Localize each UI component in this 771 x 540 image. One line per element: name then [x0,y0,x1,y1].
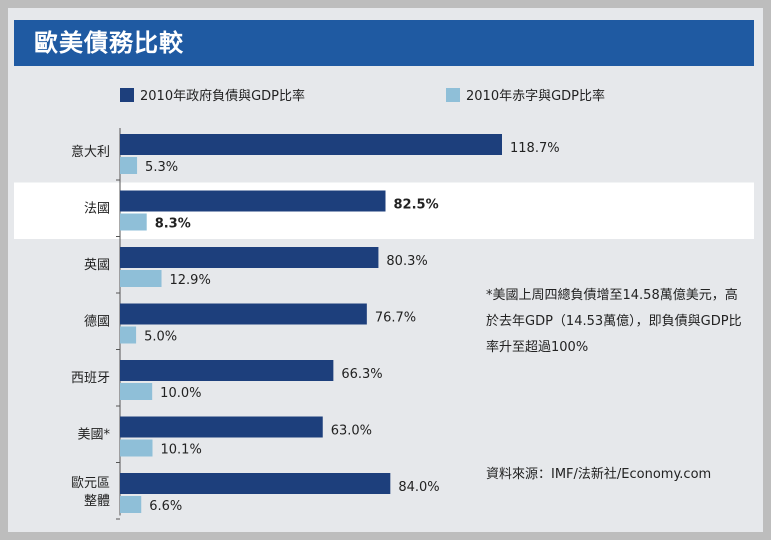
debt-value-label: 82.5% [394,198,439,213]
debt-bar [120,190,386,212]
legend-swatch [120,88,134,102]
deficit-value-label: 12.9% [170,273,211,288]
debt-bar [120,416,323,438]
deficit-value-label: 8.3% [155,217,191,232]
debt-value-label: 63.0% [331,424,372,439]
source-note: 資料來源：IMF/法新社/Economy.com [486,467,712,482]
deficit-bar [120,157,138,174]
category-label: 美國* [77,428,110,443]
category-label: 整體 [84,494,110,509]
deficit-value-label: 5.3% [145,160,178,175]
legend-label: 2010年政府負債與GDP比率 [140,88,305,104]
deficit-bar [120,439,153,457]
category-label: 西班牙 [71,371,110,386]
debt-bar [120,473,391,494]
legend-label: 2010年赤字與GDP比率 [466,88,605,104]
deficit-bar [120,213,147,231]
debt-value-label: 118.7% [510,141,560,156]
category-label: 英國 [84,258,110,273]
title-bar: 歐美債務比較 [14,20,754,66]
debt-bar [120,134,502,155]
chart-title: 歐美債務比較 [34,29,184,57]
debt-value-label: 84.0% [398,480,439,495]
deficit-value-label: 6.6% [149,499,182,514]
deficit-bar [120,270,162,287]
debt-bar [120,360,334,381]
debt-value-label: 76.7% [375,311,416,326]
debt-value-label: 66.3% [341,367,382,382]
deficit-value-label: 5.0% [144,330,177,345]
category-label: 法國 [84,202,110,217]
deficit-bar [120,326,137,344]
category-label: 意大利 [71,144,110,160]
deficit-bar [120,496,142,513]
deficit-value-label: 10.0% [160,386,201,401]
debt-value-label: 80.3% [386,254,427,269]
debt-bar [120,247,379,268]
debt-bar [120,303,367,325]
legend-swatch [446,88,460,102]
category-label: 德國 [84,315,110,330]
footnote: *美國上周四總負債增至14.58萬億美元，高於去年GDP（14.53萬億），即負… [486,288,742,355]
deficit-bar [120,383,153,400]
category-label: 歐元區 [71,476,110,491]
deficit-value-label: 10.1% [161,443,202,458]
